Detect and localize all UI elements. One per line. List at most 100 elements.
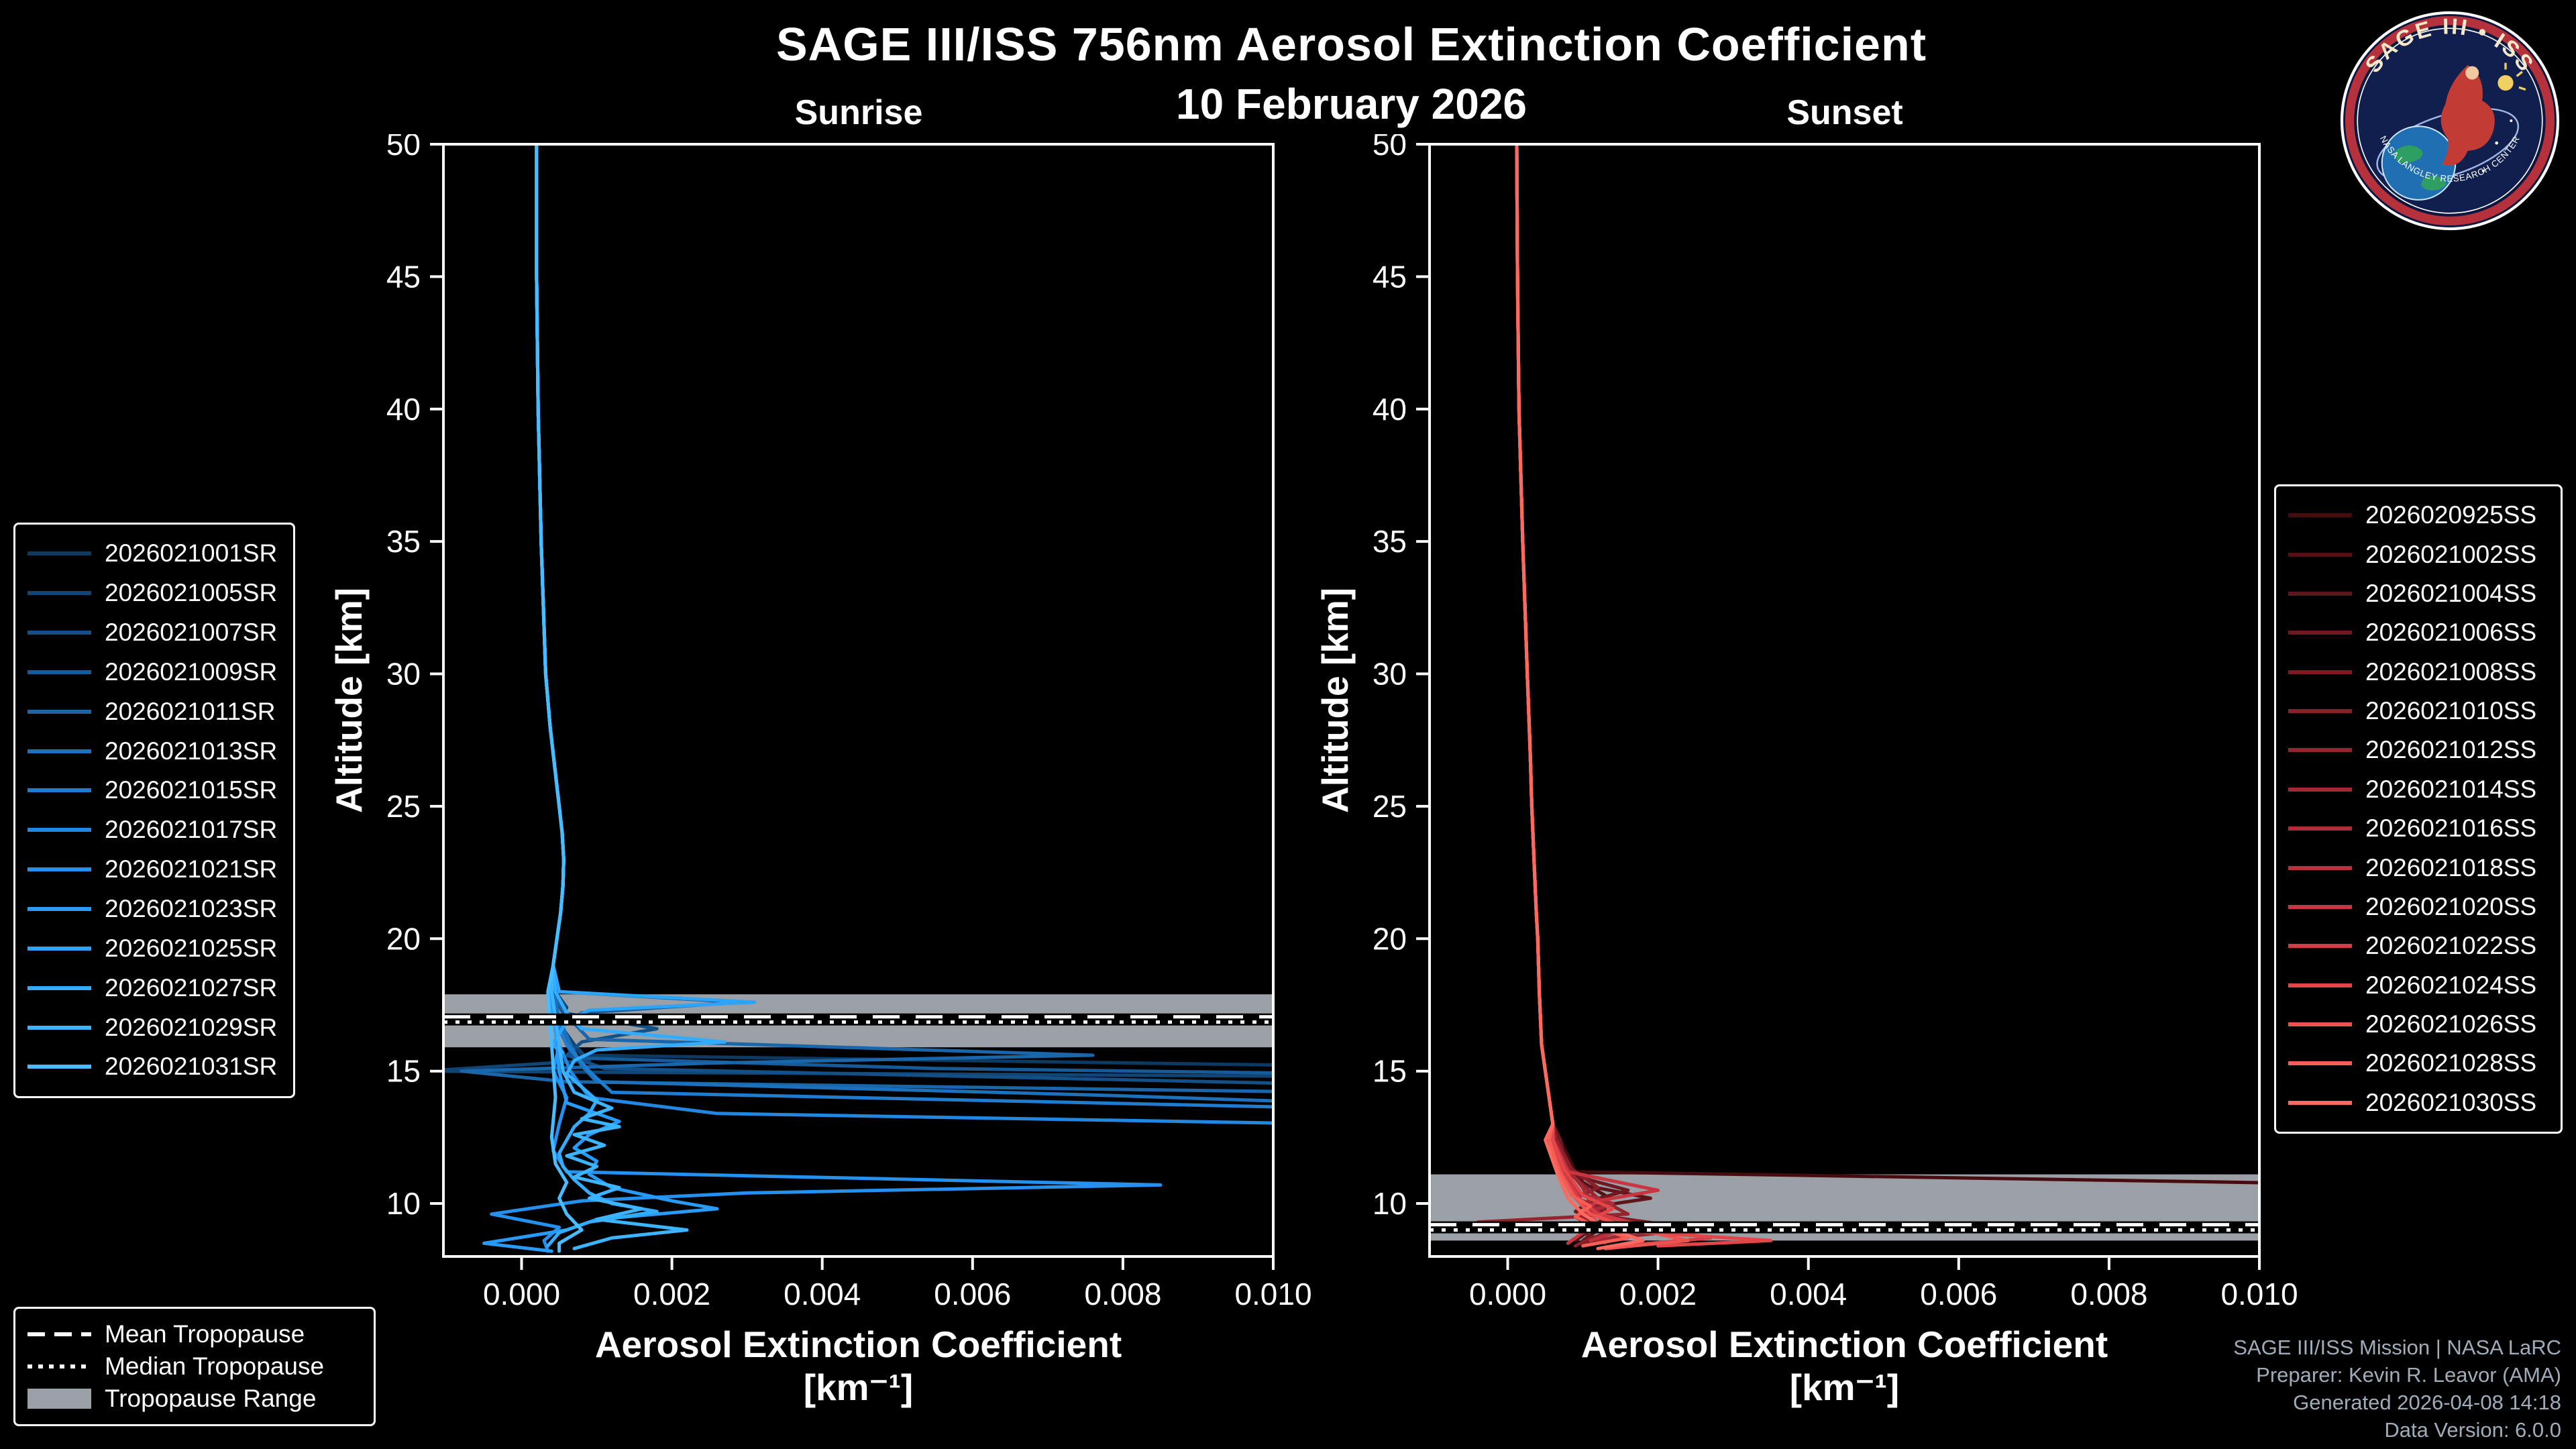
profile-2026021030SS: [1515, 144, 1645, 1250]
legend-item-2026021025SR: 2026021025SR: [28, 930, 281, 967]
logo-orbit: [2376, 107, 2520, 183]
profile-2026021011SR: [460, 144, 1273, 1093]
x-tick-label: 0.006: [1920, 1277, 1997, 1311]
legend-label: 2026021022SS: [2365, 932, 2537, 960]
legend-line-swatch: [28, 907, 91, 912]
legend-line-swatch: [2288, 709, 2352, 714]
profile-2026021010SS: [1515, 144, 1630, 1248]
profile-2026021004SS: [1515, 144, 1652, 1242]
legend-line-swatch: [2288, 513, 2352, 518]
y-axis-label: Altitude [km]: [328, 588, 370, 813]
legend-line-swatch: [2288, 1061, 2352, 1066]
y-tick-label: 40: [1373, 392, 1407, 427]
legend-line-swatch: [2288, 591, 2352, 596]
x-axis-label: Aerosol Extinction Coefficient: [595, 1324, 1122, 1365]
legend-line-swatch: [28, 591, 91, 596]
legend-label: 2026021027SR: [105, 973, 278, 1002]
x-tick-label: 0.008: [1084, 1277, 1161, 1311]
legend-label: 2026021008SS: [2365, 657, 2537, 686]
sunset-panel-title: Sunset: [1786, 93, 1903, 132]
legend-item-2026021028SS: 2026021028SS: [2288, 1044, 2548, 1082]
x-axis-units: [km⁻¹]: [804, 1366, 913, 1408]
profile-2026021007SR: [535, 144, 1273, 1085]
legend-item-2026021001SR: 2026021001SR: [28, 535, 281, 572]
y-axis-label: Altitude [km]: [1314, 588, 1356, 813]
mean-tropopause-swatch: [28, 1332, 91, 1336]
legend-line-swatch: [28, 1065, 91, 1069]
legend-line-swatch: [2288, 983, 2352, 987]
y-tick-label: 10: [386, 1186, 421, 1221]
legend-label: Tropopause Range: [105, 1385, 317, 1412]
legend-label: 2026021029SR: [105, 1013, 278, 1041]
legend-line-swatch: [28, 788, 91, 793]
legend-item-2026021017SR: 2026021017SR: [28, 811, 281, 849]
legend-label: 2026021005SR: [105, 579, 278, 607]
legend-item-2026021029SR: 2026021029SR: [28, 1009, 281, 1046]
legend-label: 2026021014SS: [2365, 775, 2537, 803]
legend-line-swatch: [28, 985, 91, 990]
legend-label: 2026021025SR: [105, 934, 278, 962]
profile-2026021006SS: [1515, 144, 1630, 1245]
legend-label: 2026021009SR: [105, 657, 278, 686]
legend-item-2026021027SR: 2026021027SR: [28, 969, 281, 1007]
legend-line-swatch: [2288, 552, 2352, 557]
legend-line-swatch: [2288, 1022, 2352, 1027]
profile-2026021031SR: [535, 144, 584, 1253]
legend-line-swatch: [28, 1025, 91, 1030]
legend-label: 2026021010SS: [2365, 697, 2537, 725]
legend-label: Mean Tropopause: [105, 1320, 305, 1348]
profile-2026021002SS: [1515, 144, 1607, 1242]
legend-line-swatch: [2288, 944, 2352, 949]
credit-line-preparer: Preparer: Kevin R. Leavor (AMA): [2256, 1363, 2561, 1387]
legend-item-2026021007SR: 2026021007SR: [28, 614, 281, 651]
legend-label: 2026021001SR: [105, 539, 278, 568]
legend-label: 2026021007SR: [105, 619, 278, 647]
profile-2026021026SS: [1515, 144, 1690, 1250]
legend-line-swatch: [28, 867, 91, 872]
y-tick-label: 50: [386, 134, 421, 162]
profile-2026020925SS: [1515, 144, 2259, 1185]
legend-line-swatch: [2288, 669, 2352, 674]
legend-label: 2026021016SS: [2365, 814, 2537, 843]
legend-label: 2026020925SS: [2365, 501, 2537, 529]
legend-line-swatch: [2288, 748, 2352, 753]
legend-item-2026021015SR: 2026021015SR: [28, 771, 281, 809]
x-tick-label: 0.002: [633, 1277, 710, 1311]
legend-label: 2026021017SR: [105, 816, 278, 844]
profile-2026021017SR: [535, 144, 1273, 1125]
profile-2026021005SR: [443, 144, 1273, 1078]
legend-item-2026021009SR: 2026021009SR: [28, 653, 281, 691]
y-tick-label: 15: [386, 1054, 421, 1089]
page-date: 10 February 2026: [1176, 80, 1527, 128]
credit-line-version: Data Version: 6.0.0: [2384, 1418, 2561, 1442]
legend-line-swatch: [28, 551, 91, 556]
y-tick-label: 15: [1373, 1054, 1407, 1089]
profile-2026021016SS: [1515, 144, 1615, 1234]
sunrise-legend: 2026021001SR 2026021005SR 2026021007SR 2026…: [13, 523, 295, 1098]
legend-label: 2026021011SR: [105, 697, 276, 725]
plot-frame: [1428, 143, 2261, 1258]
legend-item-2026021008SS: 2026021008SS: [2288, 653, 2548, 691]
sunset-chart: 0.000 0.002 0.004 0.006 0.008 0.010 10 15 20 25 30…: [1314, 134, 2298, 1408]
y-tick-label: 40: [386, 392, 421, 427]
x-tick-label: 0.000: [1469, 1277, 1546, 1311]
legend-line-swatch: [28, 669, 91, 674]
x-tick-label: 0.002: [1619, 1277, 1697, 1311]
legend-label: 2026021026SS: [2365, 1010, 2537, 1038]
y-tick-label: 35: [386, 524, 421, 559]
legend-item-2026021011SR: 2026021011SR: [28, 693, 281, 731]
profile-2026021024SS: [1515, 144, 1773, 1248]
x-tick-label: 0.000: [483, 1277, 560, 1311]
legend-label: 2026021031SR: [105, 1053, 278, 1081]
legend-line-swatch: [28, 946, 91, 951]
legend-item-2026021020SS: 2026021020SS: [2288, 888, 2548, 926]
legend-label: 2026021020SS: [2365, 892, 2537, 920]
legend-item-2026021005SR: 2026021005SR: [28, 574, 281, 612]
legend-line-swatch: [28, 749, 91, 753]
y-tick-label: 45: [386, 259, 421, 294]
legend-label: Median Tropopause: [105, 1352, 325, 1380]
legend-label: 2026021024SS: [2365, 971, 2537, 999]
tropopause-range-swatch: [28, 1389, 91, 1409]
y-tick-label: 35: [1373, 524, 1407, 559]
